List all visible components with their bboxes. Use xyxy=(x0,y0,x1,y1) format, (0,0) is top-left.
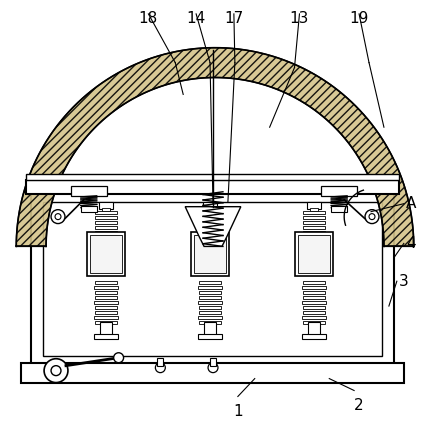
Bar xyxy=(26,180,399,194)
Bar xyxy=(304,306,326,309)
Text: 1: 1 xyxy=(233,404,243,420)
Bar xyxy=(95,306,117,309)
Bar xyxy=(304,211,326,214)
Bar xyxy=(199,225,221,228)
Bar xyxy=(157,358,163,365)
Bar xyxy=(199,220,221,224)
Bar xyxy=(198,334,222,339)
Text: 13: 13 xyxy=(290,11,309,26)
Bar xyxy=(298,234,330,273)
Bar xyxy=(31,192,394,365)
Bar xyxy=(199,216,221,219)
Bar xyxy=(304,216,326,219)
Text: 19: 19 xyxy=(350,11,369,26)
Bar xyxy=(304,311,326,314)
Bar xyxy=(87,231,125,276)
Bar xyxy=(304,281,326,284)
Bar xyxy=(308,322,320,336)
Bar xyxy=(204,322,216,336)
Bar xyxy=(99,202,113,209)
Bar xyxy=(304,291,326,294)
Bar xyxy=(21,363,404,382)
Bar xyxy=(199,321,221,324)
Bar xyxy=(304,225,326,228)
Bar xyxy=(304,231,326,233)
Circle shape xyxy=(51,365,61,376)
Circle shape xyxy=(44,359,68,382)
Text: 14: 14 xyxy=(187,11,206,26)
Bar xyxy=(95,291,117,294)
Bar xyxy=(95,321,117,324)
Bar xyxy=(310,208,318,211)
Bar xyxy=(102,208,110,211)
Bar xyxy=(302,316,326,319)
Bar xyxy=(94,286,118,289)
Bar xyxy=(321,186,357,196)
Bar xyxy=(95,281,117,284)
Bar xyxy=(71,186,107,196)
Polygon shape xyxy=(16,48,414,247)
Bar xyxy=(95,231,117,233)
Text: 18: 18 xyxy=(139,11,158,26)
Bar xyxy=(203,202,217,209)
Bar xyxy=(199,291,221,294)
Bar xyxy=(199,296,221,299)
Bar xyxy=(302,301,326,304)
Bar xyxy=(94,334,118,339)
Bar xyxy=(94,301,118,304)
Bar xyxy=(304,220,326,224)
Bar xyxy=(43,202,382,356)
Bar xyxy=(199,231,221,233)
Bar xyxy=(81,206,97,212)
Bar xyxy=(307,202,321,209)
Bar xyxy=(95,211,117,214)
Text: A: A xyxy=(406,196,416,211)
Circle shape xyxy=(114,353,123,363)
Circle shape xyxy=(155,363,165,373)
Bar xyxy=(90,234,122,273)
Text: 3: 3 xyxy=(399,274,408,289)
Bar xyxy=(199,311,221,314)
Bar xyxy=(210,358,216,365)
Bar xyxy=(304,321,326,324)
Bar xyxy=(304,296,326,299)
Bar xyxy=(302,334,326,339)
Bar xyxy=(199,306,221,309)
Bar xyxy=(302,286,326,289)
Bar xyxy=(331,206,347,212)
Bar xyxy=(199,281,221,284)
Circle shape xyxy=(51,210,65,224)
Bar xyxy=(206,208,214,211)
Polygon shape xyxy=(185,207,241,247)
Bar xyxy=(194,234,226,273)
Circle shape xyxy=(369,214,375,220)
Bar xyxy=(191,231,229,276)
Bar xyxy=(198,286,222,289)
Text: 17: 17 xyxy=(224,11,243,26)
Bar xyxy=(95,311,117,314)
Bar xyxy=(95,216,117,219)
Bar xyxy=(95,225,117,228)
Bar xyxy=(295,231,333,276)
Bar xyxy=(198,301,222,304)
Circle shape xyxy=(208,363,218,373)
Circle shape xyxy=(55,214,61,220)
Bar xyxy=(100,322,112,336)
Circle shape xyxy=(365,210,379,224)
Text: 4: 4 xyxy=(406,236,415,251)
Bar xyxy=(94,316,118,319)
Bar xyxy=(95,296,117,299)
Bar xyxy=(198,316,222,319)
Bar xyxy=(95,220,117,224)
Bar xyxy=(26,174,399,180)
Text: 2: 2 xyxy=(354,398,364,413)
Bar xyxy=(199,211,221,214)
